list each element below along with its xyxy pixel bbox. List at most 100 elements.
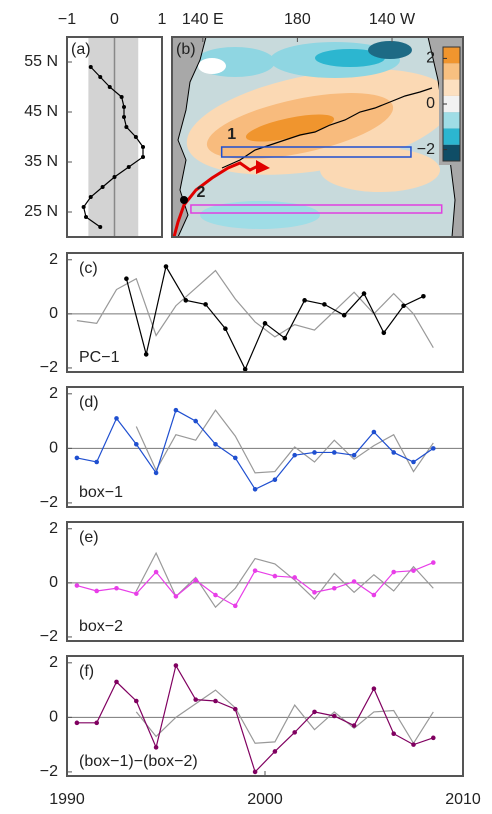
region-box — [220, 146, 412, 158]
y-tick-label: 2 — [49, 654, 58, 671]
region-label: 1 — [227, 126, 236, 143]
y-tick-label: 0 — [49, 709, 58, 726]
series-dot — [262, 321, 268, 326]
colorbar-band — [443, 144, 460, 161]
x-tick-label: 140 W — [369, 11, 416, 28]
profile-dot — [122, 115, 126, 119]
series-dot — [94, 720, 99, 726]
y-tick-label: −2 — [40, 628, 58, 645]
x-tick-label: 2010 — [445, 791, 481, 808]
region-label: 2 — [196, 184, 205, 201]
series-dot — [193, 577, 198, 583]
series-dot — [163, 264, 169, 269]
x-tick-label: 2000 — [247, 791, 283, 808]
series-dot — [203, 302, 208, 307]
series-dot — [233, 603, 238, 609]
panel-label: (b) — [176, 41, 196, 58]
series-dot — [252, 568, 258, 573]
series-dot — [213, 592, 218, 598]
y-tick-label: −2 — [40, 494, 58, 511]
profile-dot — [122, 105, 126, 109]
panel-label: (c) — [79, 260, 98, 277]
series-dot — [124, 276, 129, 281]
colorbar-band — [443, 128, 460, 145]
series-dot — [332, 585, 337, 591]
series-dot — [292, 730, 298, 735]
x-tick-label: 140 E — [182, 11, 224, 28]
y-tick-label: 55 N — [24, 53, 58, 70]
profile-dot — [133, 135, 138, 139]
series-dot — [134, 698, 139, 704]
profile-dot — [84, 215, 88, 219]
panel-label: (f) — [79, 663, 94, 680]
colorbar-band — [443, 47, 460, 64]
series-dot — [74, 720, 80, 726]
series-dot — [252, 486, 258, 492]
series-dot — [114, 585, 119, 591]
series-dot — [134, 441, 139, 447]
profile-dot — [98, 75, 103, 79]
profile-dot — [107, 85, 112, 89]
series-dot — [371, 429, 377, 435]
panel-name: box−2 — [79, 618, 123, 635]
series-dot — [94, 459, 99, 465]
series-line — [135, 689, 434, 745]
series-dot — [153, 569, 159, 575]
profile-dot — [119, 95, 124, 99]
series-dot — [242, 366, 248, 372]
profile-dot — [126, 165, 131, 169]
series-dot — [312, 450, 317, 455]
series-dot — [411, 459, 416, 465]
series-dot — [411, 568, 416, 573]
map-background — [172, 37, 463, 237]
x-tick-label: 1 — [158, 11, 167, 28]
y-tick-label: 2 — [49, 251, 58, 268]
series-dot — [134, 591, 139, 596]
series-dot — [292, 452, 298, 458]
series-line — [76, 409, 434, 491]
profile-dot — [81, 205, 86, 209]
series-dot — [183, 298, 189, 303]
y-tick-label: 2 — [49, 385, 58, 402]
series-dot — [114, 416, 119, 421]
panel-label: (d) — [79, 394, 99, 411]
series-dot — [213, 698, 218, 704]
panel-name: (box−1)−(box−2) — [79, 753, 198, 770]
colorbar-tick-label: 0 — [426, 95, 435, 112]
series-dot — [322, 302, 327, 307]
profile-dot — [88, 65, 93, 69]
series-dot — [94, 588, 99, 594]
series-dot — [312, 590, 317, 595]
series-dot — [272, 749, 278, 754]
series-dot — [391, 450, 397, 455]
series-line — [125, 264, 424, 371]
series-dot — [332, 713, 337, 719]
profile-dot — [124, 125, 129, 129]
profile-dot — [141, 155, 145, 159]
series-dot — [74, 583, 80, 588]
series-dot — [431, 735, 436, 741]
series-dot — [411, 742, 416, 747]
profile-dot — [100, 185, 105, 189]
series-dot — [213, 441, 218, 447]
colorbar-band — [443, 112, 460, 129]
x-tick-label: 1990 — [49, 791, 85, 808]
series-dot — [173, 407, 179, 413]
panel-frame — [66, 521, 464, 642]
series-dot — [351, 723, 357, 728]
panel-frame — [66, 36, 163, 238]
colorbar-tick-label: 2 — [426, 50, 435, 67]
series-dot — [223, 326, 228, 332]
colorbar-band — [443, 79, 460, 96]
series-dot — [292, 575, 298, 580]
region-box — [190, 204, 443, 214]
profile-dot — [88, 195, 93, 199]
series-dot — [371, 592, 377, 598]
series-dot — [173, 594, 179, 599]
series-dot — [361, 291, 367, 296]
series-dot — [193, 418, 198, 424]
series-line — [135, 409, 434, 474]
panel-label: (a) — [71, 41, 91, 58]
y-tick-label: 0 — [49, 305, 58, 322]
